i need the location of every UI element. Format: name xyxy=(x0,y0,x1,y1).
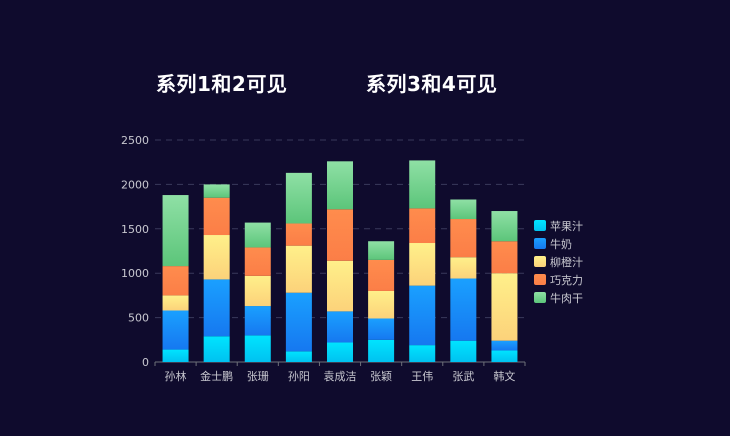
legend-label[interactable]: 柳橙汁 xyxy=(550,255,583,269)
bar-segment[interactable] xyxy=(244,306,271,336)
bar-segment[interactable] xyxy=(162,195,189,267)
bar-segment[interactable] xyxy=(162,295,189,311)
bar-segment[interactable] xyxy=(285,223,312,246)
bar-segment[interactable] xyxy=(409,160,436,209)
legend-swatch[interactable] xyxy=(534,256,546,267)
bar-segment[interactable] xyxy=(162,266,189,296)
legend-label[interactable]: 牛奶 xyxy=(550,237,572,251)
bar-segment[interactable] xyxy=(450,257,477,279)
y-tick-label: 0 xyxy=(142,356,149,369)
bar-segment[interactable] xyxy=(244,335,271,362)
bar-segment[interactable] xyxy=(368,339,395,362)
legend-swatch[interactable] xyxy=(534,238,546,249)
bar-segment[interactable] xyxy=(244,275,271,307)
bar-segment[interactable] xyxy=(162,310,189,350)
bar-segment[interactable] xyxy=(327,311,353,343)
x-tick-label: 韩文 xyxy=(493,369,515,383)
bar-segment[interactable] xyxy=(450,219,477,258)
x-tick-label: 孙林 xyxy=(165,369,187,383)
bar-segment[interactable] xyxy=(203,336,230,362)
y-tick-label: 2500 xyxy=(121,134,149,147)
bar-segment[interactable] xyxy=(491,350,518,362)
bar-segment[interactable] xyxy=(327,161,353,210)
legend-label[interactable]: 苹果汁 xyxy=(550,219,583,233)
chart-heading-1: 系列1和2可见 xyxy=(156,72,288,96)
bar-segment[interactable] xyxy=(244,247,271,276)
x-tick-label: 张颖 xyxy=(370,370,392,383)
x-tick-label: 金士鹏 xyxy=(200,369,233,383)
x-tick-label: 孙阳 xyxy=(288,370,310,383)
x-tick-label: 张珊 xyxy=(247,370,269,383)
bar-segment[interactable] xyxy=(327,260,353,312)
bar-segment[interactable] xyxy=(203,184,230,198)
bar-segment[interactable] xyxy=(491,340,518,351)
bar-segment[interactable] xyxy=(285,292,312,352)
bar-segment[interactable] xyxy=(450,278,477,341)
bar-segment[interactable] xyxy=(368,318,395,340)
legend-swatch[interactable] xyxy=(534,292,546,303)
bar-segment[interactable] xyxy=(203,279,230,337)
bar-segment[interactable] xyxy=(409,243,436,286)
bar-layer xyxy=(162,160,518,362)
bar-segment[interactable] xyxy=(285,351,312,362)
y-tick-label: 2000 xyxy=(121,178,149,191)
bar-segment[interactable] xyxy=(450,340,477,362)
x-tick-label: 袁成洁 xyxy=(324,370,357,383)
axis-layer: 0 500 1000 1500 2000 2500 孙林 金士鹏 张珊 孙阳 袁成洁 张颖 王伟 张武 韩文 xyxy=(121,134,526,383)
bar-segment[interactable] xyxy=(409,208,436,244)
y-tick-label: 1500 xyxy=(121,223,149,236)
legend-label[interactable]: 巧克力 xyxy=(550,274,583,287)
bar-segment[interactable] xyxy=(203,197,230,236)
bar-segment[interactable] xyxy=(491,211,518,242)
x-tick-label: 张武 xyxy=(452,370,474,383)
bar-segment[interactable] xyxy=(368,259,395,291)
bar-segment[interactable] xyxy=(491,273,518,341)
bar-segment[interactable] xyxy=(368,290,395,319)
bar-segment[interactable] xyxy=(450,199,477,220)
bar-segment[interactable] xyxy=(327,209,353,261)
y-tick-label: 1000 xyxy=(121,267,149,280)
bar-segment[interactable] xyxy=(409,285,436,346)
bar-segment[interactable] xyxy=(327,342,353,362)
legend-swatch[interactable] xyxy=(534,274,546,285)
bar-segment[interactable] xyxy=(491,241,518,274)
bar-segment[interactable] xyxy=(203,235,230,280)
bar-segment[interactable] xyxy=(162,349,189,362)
chart-heading-2: 系列3和4可见 xyxy=(366,72,498,96)
x-tick-label: 王伟 xyxy=(411,370,433,383)
bar-segment[interactable] xyxy=(285,245,312,293)
bar-segment[interactable] xyxy=(368,241,395,260)
bar-segment[interactable] xyxy=(409,345,436,362)
y-tick-label: 500 xyxy=(128,312,149,325)
legend-label[interactable]: 牛肉干 xyxy=(550,291,583,305)
bar-segment[interactable] xyxy=(285,172,312,224)
bar-segment[interactable] xyxy=(244,222,271,248)
legend-swatch[interactable] xyxy=(534,220,546,231)
